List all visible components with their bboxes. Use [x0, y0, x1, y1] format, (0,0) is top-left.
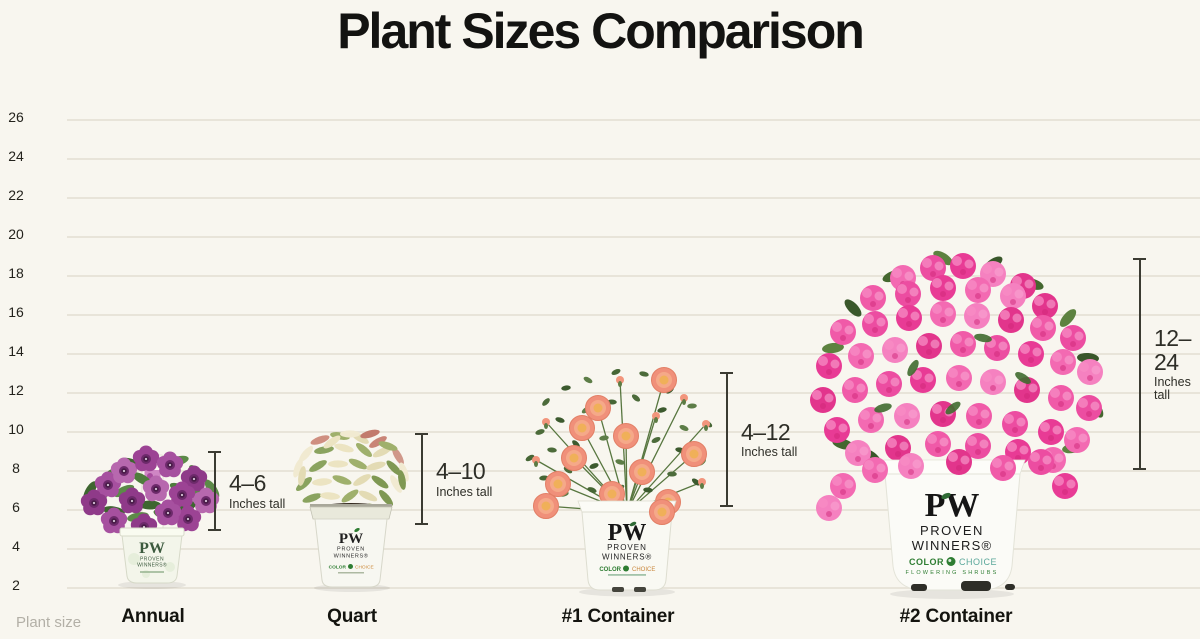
y-axis-tick-label: 4	[12, 538, 20, 554]
annual-pot-winners: WINNERS®	[137, 562, 167, 569]
annual-pot: PW PROVEN WINNERS®	[119, 527, 185, 584]
category-label-quart: Quart	[327, 606, 377, 627]
container2-pot: PW PROVEN WINNERS® COLOR CHOICE FLOWERIN…	[879, 459, 1026, 591]
y-axis-tick-label: 14	[8, 343, 24, 359]
category-label-annual: Annual	[121, 606, 185, 627]
container1-pot: PW PROVEN WINNERS® COLOR CHOICE	[577, 500, 677, 592]
rose-front-flower	[649, 499, 675, 525]
y-axis-tick-label: 18	[8, 265, 24, 281]
y-axis-tick-label: 26	[8, 109, 24, 125]
y-axis-tick-label: 12	[8, 382, 24, 398]
quart-pot-color: COLOR	[329, 565, 347, 571]
gridline	[67, 197, 1200, 199]
quart-pot-choice: CHOICE	[355, 565, 374, 571]
page-title: Plant Sizes Comparison	[337, 3, 865, 59]
measure-line-container2	[1133, 258, 1146, 470]
gridline	[67, 119, 1200, 121]
annual-pot-brand: PW	[139, 540, 165, 557]
shrub-overhanging-flowers	[816, 449, 1078, 521]
container1-plant-image: PW PROVEN WINNERS® COLOR CHOICE	[525, 367, 713, 597]
measure-unit-container2: Inches tall	[1154, 375, 1191, 403]
container1-pot-choice: CHOICE	[632, 567, 655, 573]
container1-pot-winners: WINNERS®	[602, 553, 652, 562]
y-axis-tick-label: 20	[8, 226, 24, 242]
gridline	[67, 158, 1200, 160]
shrub-pink-flowers	[810, 253, 1103, 473]
container1-pot-brand: PW	[608, 520, 647, 546]
shrub-inner-foliage	[874, 333, 1031, 415]
measure-unit-quart: Inches tall	[436, 484, 493, 499]
measure-container2: 12–24 Inches tall	[1133, 258, 1200, 470]
gridline	[67, 392, 1200, 394]
measure-line-annual	[208, 451, 221, 531]
category-label-container1: #1 Container	[561, 606, 675, 627]
annual-petunia-flowers	[80, 445, 220, 540]
gridline	[67, 236, 1200, 238]
container1-pot-proven: PROVEN	[607, 543, 647, 552]
gridline	[67, 314, 1200, 316]
measure-container1: 4–12 Inches tall	[720, 372, 797, 507]
y-axis-tick-label: 8	[12, 460, 20, 476]
container2-pot-flowering: FLOWERING SHRUBS	[906, 570, 999, 576]
quart-pot-brand: PW	[339, 531, 363, 547]
y-axis-tick-label: 10	[8, 421, 24, 437]
quart-pot-proven: PROVEN	[337, 547, 365, 553]
container1-pot-color: COLOR	[599, 567, 621, 573]
container2-pot-choice: CHOICE	[959, 557, 997, 567]
container2-pot-shadow	[890, 589, 1014, 599]
measure-range-container1: 4–12	[741, 418, 791, 445]
annual-pot-proven: PROVEN	[140, 557, 164, 563]
measure-range-annual: 4–6	[229, 470, 266, 497]
measure-unit-container1: Inches tall	[741, 445, 798, 459]
measure-quart: 4–10 Inches tall	[415, 433, 492, 525]
measure-line-container1	[720, 372, 733, 507]
measure-unit-annual: Inches tall	[229, 496, 286, 511]
container2-pot-winners: WINNERS®	[912, 538, 993, 553]
rose-flowers	[532, 367, 710, 519]
annual-plant-image: PW PW PROVEN WINNERS®	[80, 445, 220, 589]
y-axis-tick-label: 22	[8, 187, 24, 203]
container2-pot-brand: PW	[925, 487, 980, 524]
measure-range-container2: 12–24	[1154, 324, 1191, 375]
x-axis-title: Plant size	[16, 614, 82, 631]
measure-range-quart: 4–10	[436, 458, 486, 485]
quart-pot-winners: WINNERS®	[334, 553, 369, 560]
container2-pot-color: COLOR	[909, 557, 944, 567]
y-axis-tick-label: 24	[8, 148, 24, 164]
measure-line-quart	[415, 433, 428, 525]
y-axis-tick-label: 6	[12, 499, 20, 515]
y-axis-tick-label: 16	[8, 304, 24, 320]
quart-plant-image: PW PROVEN WINNERS® COLOR CHOICE	[293, 429, 409, 592]
y-axis-tick-label: 2	[12, 577, 20, 593]
quart-pot: PW PROVEN WINNERS® COLOR CHOICE	[309, 503, 393, 588]
container2-plant-image: PW PROVEN WINNERS® COLOR CHOICE FLOWERIN…	[810, 250, 1104, 599]
gridline	[67, 275, 1200, 277]
gridline	[67, 353, 1200, 355]
container2-pot-proven: PROVEN	[920, 523, 984, 538]
category-label-container2: #2 Container	[899, 606, 1013, 627]
measure-annual: 4–6 Inches tall	[208, 451, 285, 531]
